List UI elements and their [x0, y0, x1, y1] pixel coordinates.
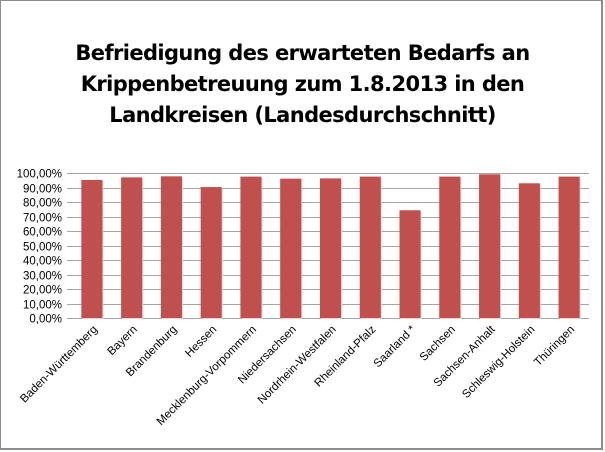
chart-title: Befriedigung des erwarteten Bedarfs an K… [0, 38, 605, 131]
chart-title-line-3: Landkreisen (Landesdurchschnitt) [109, 103, 496, 127]
bar [558, 176, 580, 318]
chart-title-line-2: Krippenbetreuung zum 1.8.2013 in den [80, 72, 525, 96]
x-tick-label: Bayern [106, 324, 140, 358]
y-tick-label: 0,00% [29, 314, 62, 326]
y-tick-label: 90,00% [23, 184, 62, 196]
x-tick-label: Baden-Württemberg [18, 324, 100, 406]
bar [121, 177, 143, 318]
bar [518, 183, 540, 318]
bar [439, 176, 461, 318]
bar [240, 176, 262, 318]
y-tick-label: 80,00% [23, 198, 62, 210]
y-tick-label: 30,00% [23, 271, 62, 283]
y-tick-label: 60,00% [23, 227, 62, 239]
y-axis-ticks: 0,00% 10,00% 20,00% 30,00% 40,00% 50,00% 60,00… [17, 169, 72, 326]
y-tick-label: 20,00% [23, 285, 62, 297]
y-tick-label: 70,00% [23, 213, 62, 225]
bar [399, 210, 421, 318]
y-tick-label: 40,00% [23, 256, 62, 268]
chart-title-line-1: Befriedigung des erwarteten Bedarfs an [75, 41, 530, 65]
y-tick-label: 10,00% [23, 300, 62, 312]
x-tick-label: Sachsen [418, 324, 458, 364]
x-tick-label: Schleswig-Holstein [460, 324, 537, 401]
bars [81, 174, 581, 319]
x-tick-label: Thüringen [532, 324, 577, 369]
bar [200, 187, 222, 318]
y-tick-label: 100,00% [17, 169, 62, 181]
x-tick-label: Hessen [183, 324, 219, 360]
x-tick-label: Saarland * [372, 323, 419, 370]
bar [160, 176, 182, 318]
y-tick-label: 50,00% [23, 242, 62, 254]
bar [479, 174, 501, 318]
bar [359, 176, 381, 318]
x-tick-label: Nordrhein-Westfalen [256, 324, 339, 407]
bar [280, 178, 302, 318]
bar [319, 178, 342, 318]
bar [81, 179, 103, 318]
